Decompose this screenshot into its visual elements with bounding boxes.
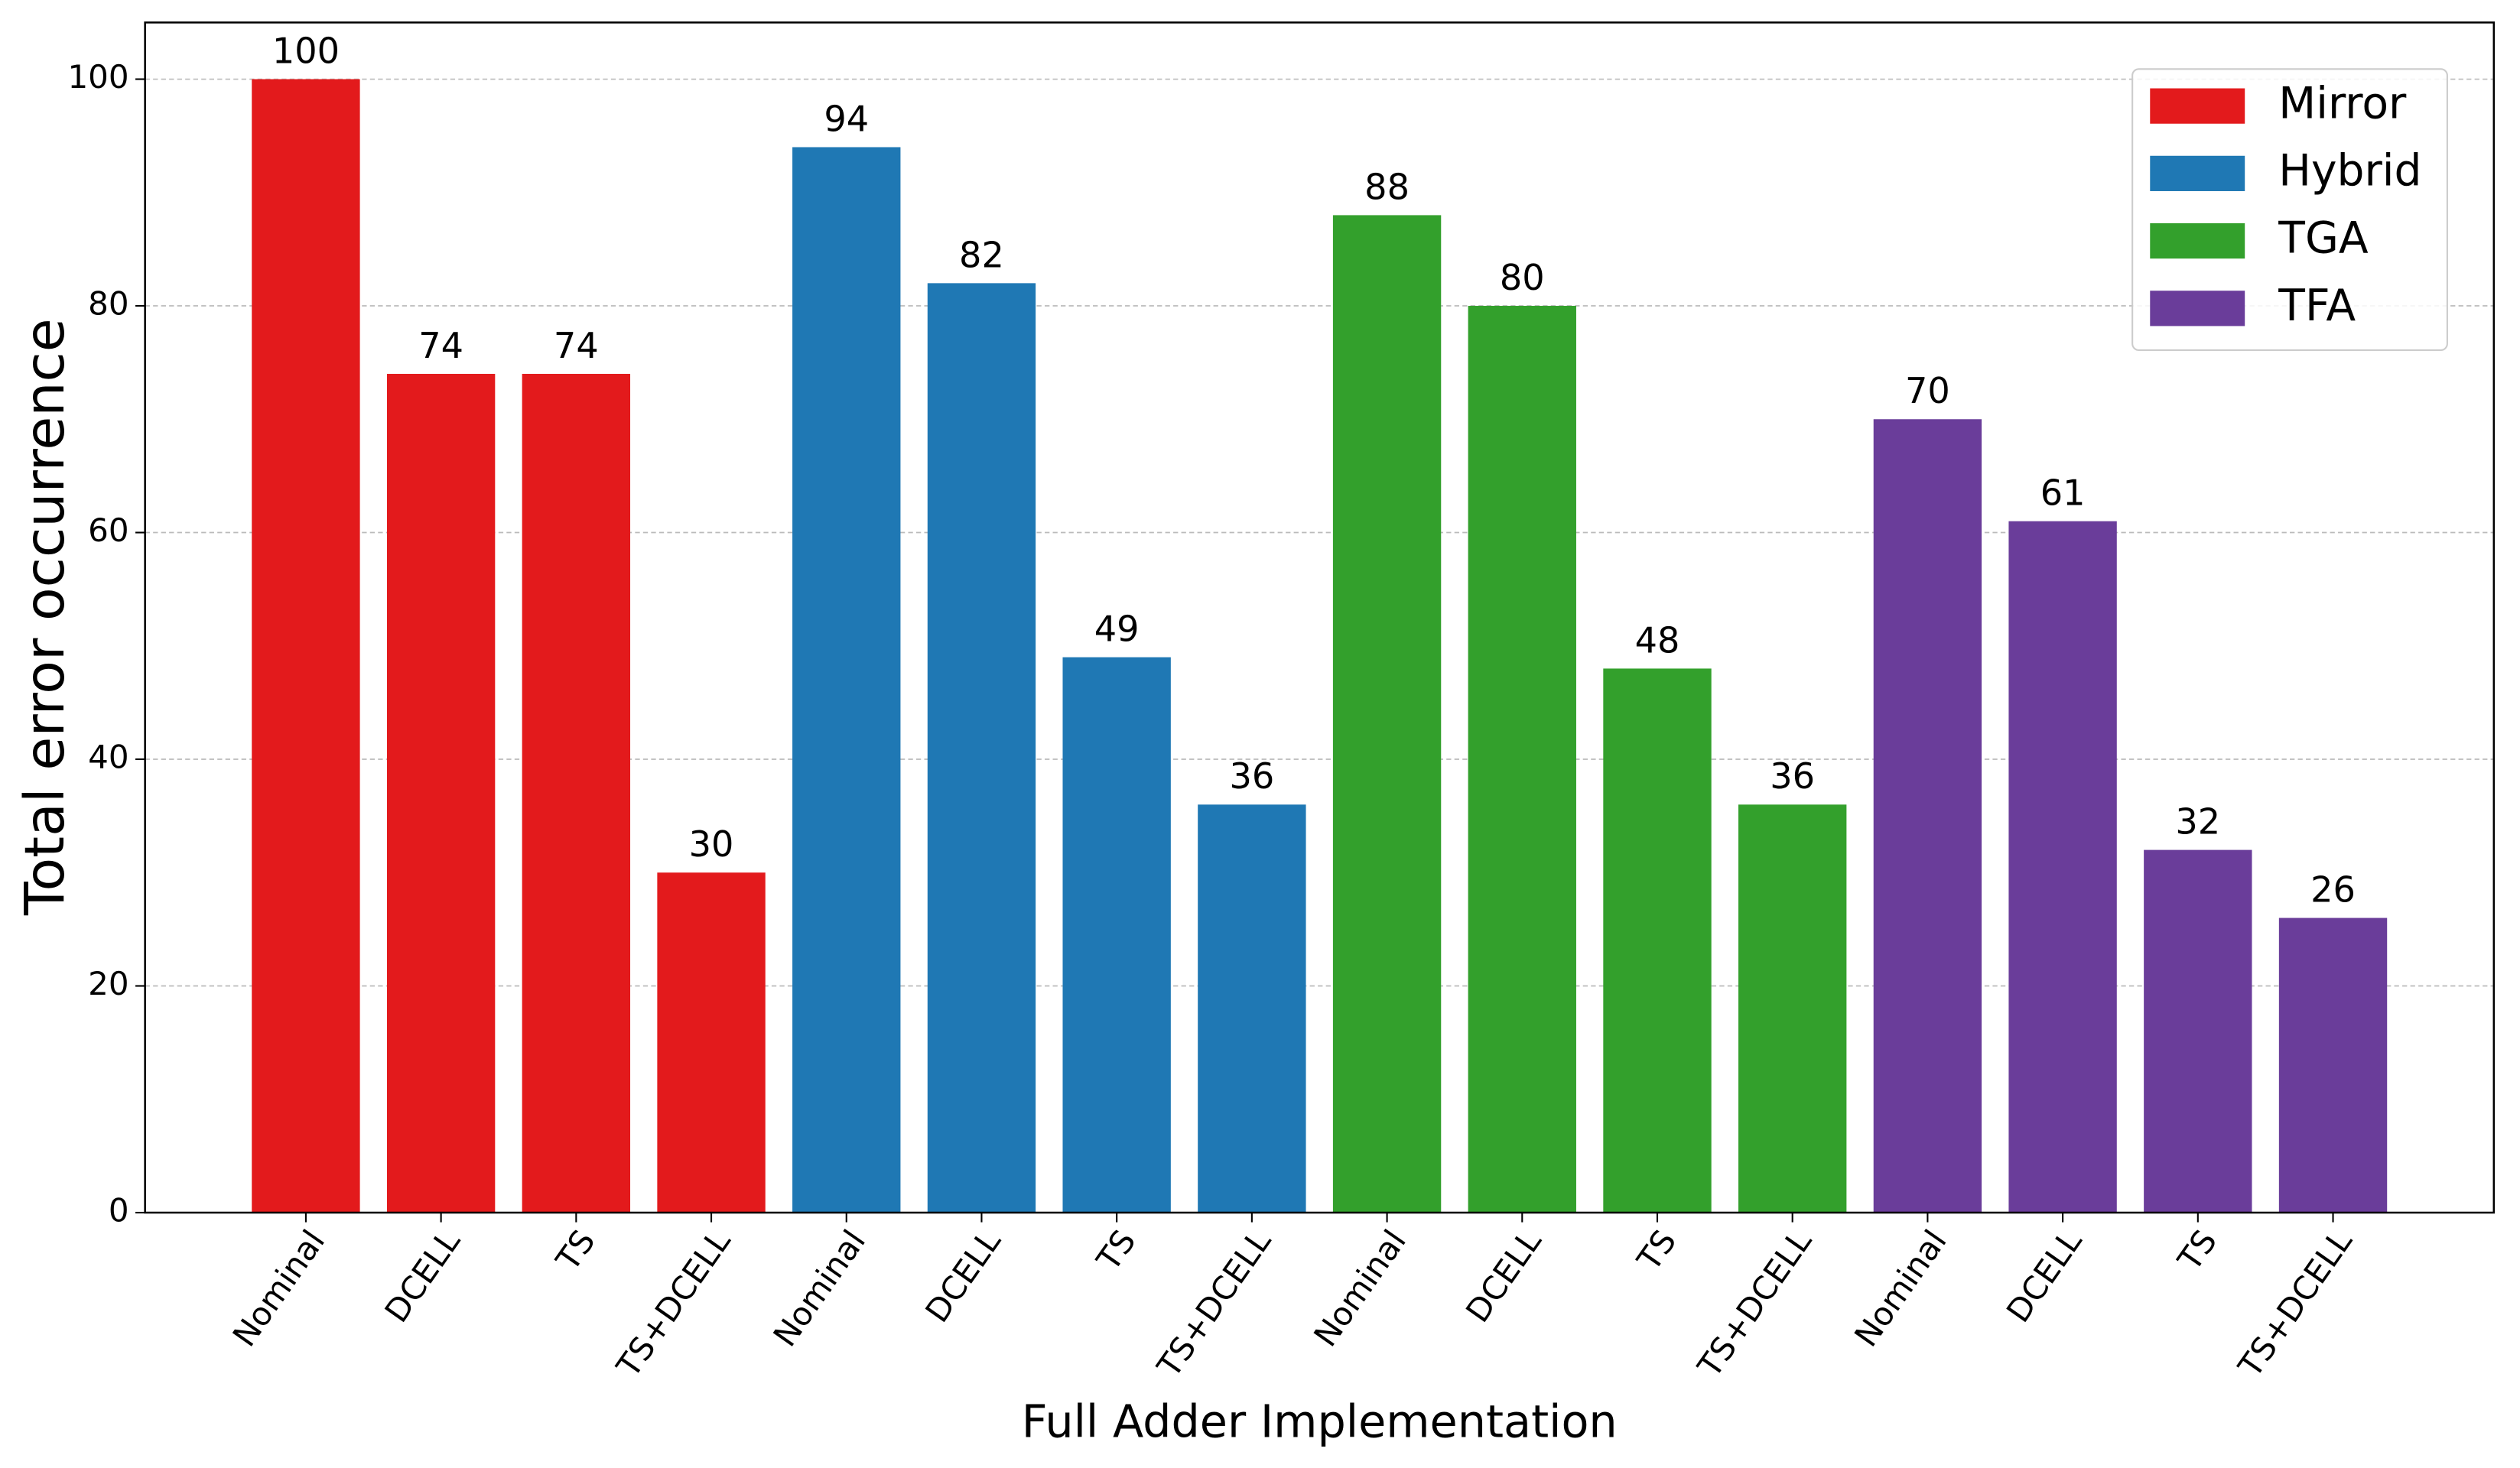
- data-label: 94: [824, 98, 869, 139]
- plot-frame: [144, 21, 2496, 1214]
- bar: [657, 872, 766, 1213]
- bar: [1062, 657, 1171, 1213]
- data-label: 32: [2175, 801, 2220, 842]
- bar: [386, 373, 496, 1213]
- x-tick-label: TS: [2170, 1223, 2225, 1278]
- x-tick-label: DCELL: [1999, 1223, 2089, 1329]
- y-axis-label: Total error occurrence: [13, 318, 76, 916]
- legend-label: TGA: [2278, 213, 2369, 264]
- x-axis-label: Full Adder Implementation: [1022, 1395, 1618, 1447]
- bar: [1198, 804, 1306, 1213]
- legend-swatch: [2150, 291, 2245, 326]
- y-tick-label: 60: [88, 512, 128, 549]
- bar: [927, 283, 1036, 1213]
- legend-label: TFA: [2278, 281, 2356, 331]
- y-tick-label: 40: [88, 739, 128, 776]
- data-label: 80: [1500, 257, 1545, 298]
- data-label: 26: [2310, 869, 2356, 910]
- data-label: 48: [1635, 619, 1680, 661]
- bar: [792, 147, 901, 1213]
- x-tick-label: TS+DCELL: [2231, 1223, 2360, 1385]
- bar: [2008, 521, 2117, 1213]
- legend-label: Hybrid: [2278, 145, 2421, 196]
- legend-swatch: [2150, 222, 2245, 259]
- data-label: 61: [2040, 473, 2086, 514]
- x-tick-label: Nominal: [1847, 1223, 1954, 1353]
- bar: [2144, 849, 2252, 1213]
- legend-label: Mirror: [2278, 78, 2407, 128]
- data-label: 100: [272, 30, 340, 71]
- data-label: 74: [418, 325, 463, 366]
- x-tick-label: TS+DCELL: [1149, 1223, 1279, 1385]
- x-tick-label: DCELL: [918, 1223, 1008, 1329]
- x-tick-label: Nominal: [1306, 1223, 1413, 1353]
- data-label: 30: [689, 823, 734, 865]
- y-tick-label: 80: [88, 285, 128, 323]
- bar: [1603, 668, 1712, 1213]
- data-label: 70: [1905, 370, 1950, 411]
- data-label: 82: [959, 234, 1004, 275]
- x-tick-label: Nominal: [766, 1223, 873, 1353]
- bar: [2278, 917, 2388, 1213]
- y-tick-label: 20: [88, 965, 128, 1002]
- legend-swatch: [2150, 88, 2245, 124]
- data-label: 74: [554, 325, 599, 366]
- x-tick-label: TS: [1630, 1223, 1684, 1278]
- x-tick-label: TS: [548, 1223, 603, 1278]
- bar: [1332, 215, 1442, 1213]
- bar: [522, 373, 631, 1213]
- y-tick-label: 100: [67, 58, 128, 96]
- bar: [1738, 804, 1847, 1213]
- data-label: 36: [1229, 755, 1274, 797]
- legend-swatch: [2150, 155, 2245, 191]
- bar: [1873, 419, 1982, 1213]
- x-tick-label: DCELL: [377, 1223, 467, 1329]
- x-tick-label: TS: [1089, 1223, 1143, 1278]
- data-label: 49: [1094, 608, 1140, 649]
- legend-box: [2131, 68, 2448, 351]
- bar: [252, 79, 360, 1213]
- y-tick-label: 0: [109, 1191, 129, 1229]
- data-label: 36: [1770, 755, 1815, 797]
- x-tick-label: DCELL: [1458, 1223, 1549, 1329]
- x-tick-label: Nominal: [226, 1223, 333, 1353]
- data-label: 88: [1364, 166, 1410, 207]
- x-tick-label: TS+DCELL: [1690, 1223, 1819, 1385]
- bar: [1468, 306, 1576, 1213]
- x-tick-label: TS+DCELL: [609, 1223, 738, 1385]
